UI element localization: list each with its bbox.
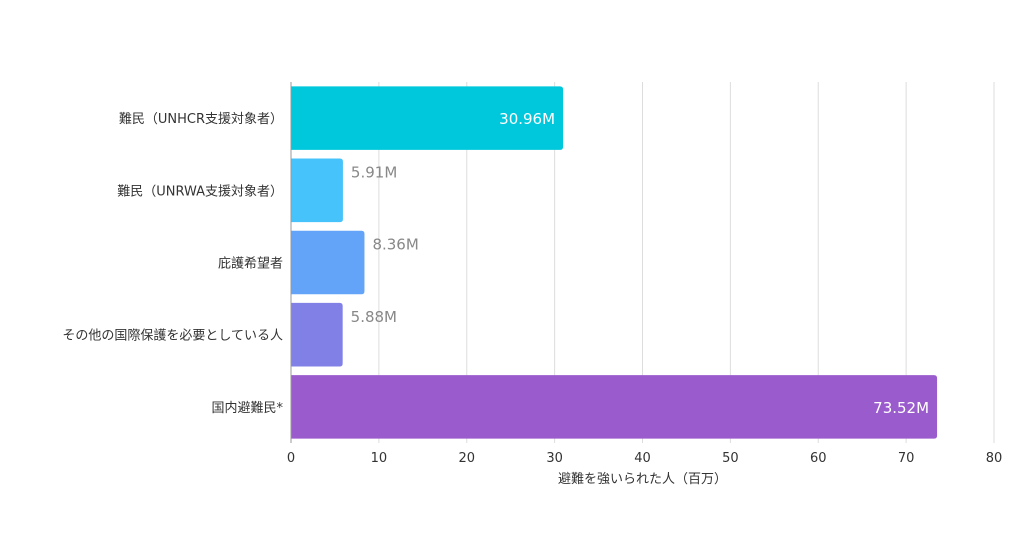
bar-1 <box>291 86 564 150</box>
x-axis-title: 避難を強いられた人（百万） <box>558 472 727 487</box>
x-tick-labels: 0 10 20 30 40 50 60 70 80 <box>287 451 1002 466</box>
x-tick-10: 10 <box>371 451 388 466</box>
value-label-3: 8.36M <box>372 236 418 254</box>
category-label-1: 難民（UNHCR支援対象者） <box>119 112 283 127</box>
category-label-2: 難民（UNRWA支援対象者） <box>117 184 283 199</box>
x-tick-50: 50 <box>722 451 739 466</box>
x-tick-30: 30 <box>546 451 563 466</box>
bar-5 <box>291 375 938 439</box>
value-labels: 30.96M 5.91M 8.36M 5.88M 73.52M <box>351 110 929 417</box>
category-label-4: その他の国際保護を必要としている人 <box>62 328 283 344</box>
bars <box>291 86 938 439</box>
value-label-1: 30.96M <box>499 110 555 128</box>
x-tick-0: 0 <box>287 451 295 466</box>
x-tick-20: 20 <box>458 451 475 466</box>
value-label-5: 73.52M <box>873 399 929 417</box>
category-label-5: 国内避難民* <box>211 400 283 416</box>
bar-3 <box>291 230 365 295</box>
value-label-2: 5.91M <box>351 164 397 182</box>
bar-2 <box>291 158 343 223</box>
category-label-3: 庇護希望者 <box>218 256 283 272</box>
x-tick-80: 80 <box>986 451 1003 466</box>
category-labels: 難民（UNHCR支援対象者） 難民（UNRWA支援対象者） 庇護希望者その他の国際保… <box>62 112 283 416</box>
value-label-4: 5.88M <box>351 308 397 326</box>
bar-4 <box>291 302 343 367</box>
x-tick-60: 60 <box>810 451 827 466</box>
x-tick-40: 40 <box>634 451 651 466</box>
x-tick-70: 70 <box>898 451 915 466</box>
